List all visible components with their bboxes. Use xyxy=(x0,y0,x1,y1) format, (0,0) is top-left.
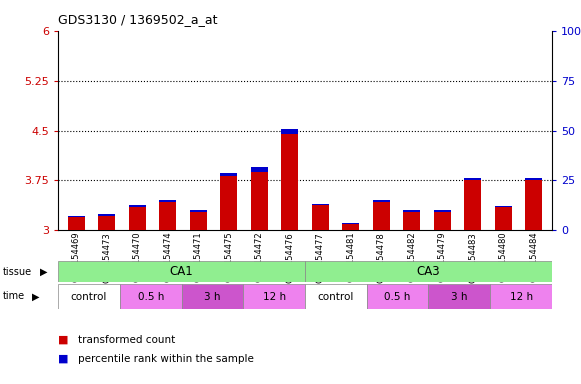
Bar xyxy=(281,129,298,134)
Text: ▶: ▶ xyxy=(40,267,47,277)
Bar xyxy=(281,134,298,230)
Text: ■: ■ xyxy=(58,354,69,364)
Text: ▶: ▶ xyxy=(32,291,40,301)
Bar xyxy=(403,210,420,212)
Bar xyxy=(251,172,268,230)
Bar xyxy=(58,261,305,282)
Bar xyxy=(190,210,207,212)
Bar xyxy=(525,180,542,230)
Bar xyxy=(159,200,176,202)
Text: time: time xyxy=(3,291,25,301)
Bar xyxy=(490,284,552,309)
Bar xyxy=(58,284,120,309)
Bar xyxy=(220,176,237,230)
Bar xyxy=(120,284,181,309)
Bar xyxy=(159,202,176,230)
Text: GDS3130 / 1369502_a_at: GDS3130 / 1369502_a_at xyxy=(58,13,218,26)
Bar xyxy=(434,212,451,230)
Bar xyxy=(99,214,115,216)
Bar xyxy=(181,284,243,309)
Bar xyxy=(342,223,359,224)
Bar xyxy=(428,284,490,309)
Bar xyxy=(312,205,329,230)
Bar xyxy=(129,207,146,230)
Text: 12 h: 12 h xyxy=(263,291,286,302)
Bar xyxy=(434,210,451,212)
Bar xyxy=(312,204,329,205)
Bar xyxy=(373,202,390,230)
Text: tissue: tissue xyxy=(3,267,32,277)
Bar xyxy=(68,217,85,230)
Bar xyxy=(220,174,237,176)
Bar xyxy=(342,224,359,230)
Text: CA1: CA1 xyxy=(170,265,193,278)
Bar xyxy=(99,216,115,230)
Bar xyxy=(129,205,146,207)
Bar xyxy=(525,178,542,180)
Bar xyxy=(305,284,367,309)
Bar xyxy=(367,284,428,309)
Text: transformed count: transformed count xyxy=(78,335,175,345)
Bar xyxy=(464,179,481,180)
Bar xyxy=(305,261,552,282)
Text: ■: ■ xyxy=(58,335,69,345)
Bar xyxy=(68,215,85,217)
Text: control: control xyxy=(318,291,354,302)
Text: 3 h: 3 h xyxy=(451,291,468,302)
Text: control: control xyxy=(71,291,107,302)
Bar xyxy=(495,207,511,230)
Text: 12 h: 12 h xyxy=(510,291,533,302)
Bar xyxy=(373,200,390,202)
Text: 3 h: 3 h xyxy=(204,291,221,302)
Bar xyxy=(251,167,268,172)
Bar xyxy=(243,284,305,309)
Text: 0.5 h: 0.5 h xyxy=(385,291,411,302)
Bar xyxy=(464,180,481,230)
Bar xyxy=(495,205,511,207)
Bar xyxy=(403,212,420,230)
Bar xyxy=(190,212,207,230)
Text: 0.5 h: 0.5 h xyxy=(138,291,164,302)
Text: CA3: CA3 xyxy=(417,265,440,278)
Text: percentile rank within the sample: percentile rank within the sample xyxy=(78,354,254,364)
